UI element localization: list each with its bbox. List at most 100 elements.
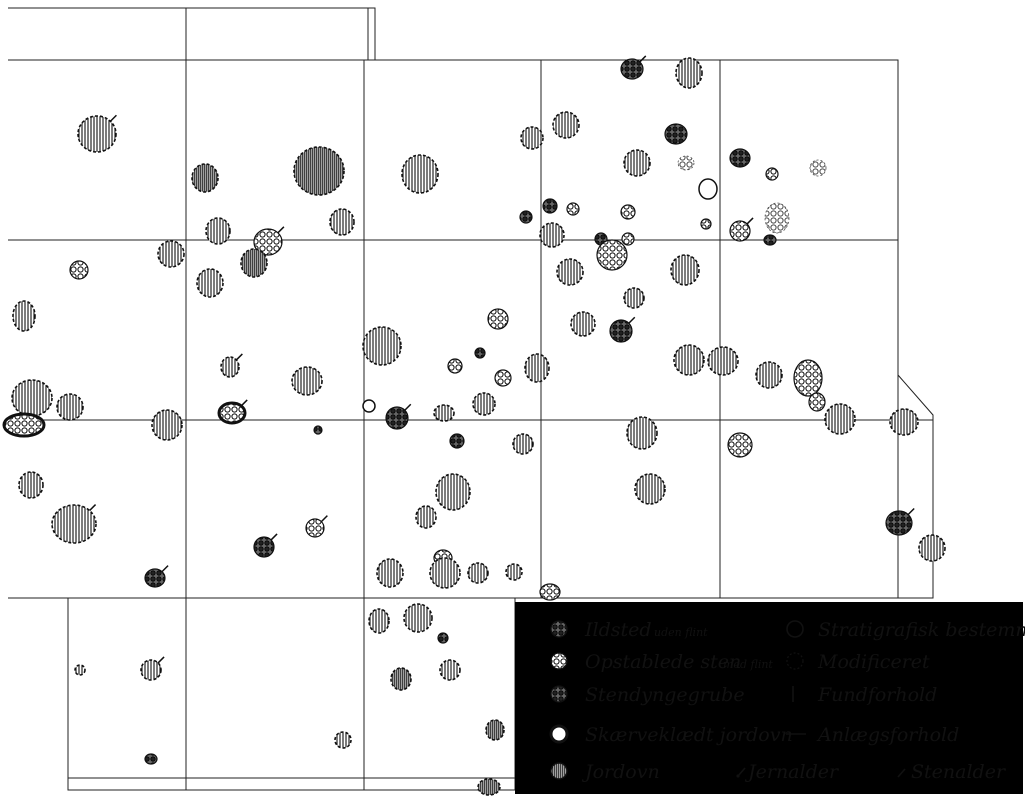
stone-cluster-feature [253,228,283,256]
ildsted-feature [763,234,777,246]
legend: Ildsted uden flint Stratigrafisk bestemm… [549,619,1025,783]
legend-anlaegsforhold-label: Anlægsforhold [816,724,959,746]
jordovn-feature [191,163,219,193]
jordovn-feature [157,240,185,268]
jordovn-feature [334,731,352,749]
stenalder-symbol-icon [897,768,906,778]
jordovn-feature [12,300,36,332]
jordovn-feature [472,392,496,416]
ildsted-feature [620,58,644,80]
jordovn-feature [755,361,783,389]
skaerveklaedt-feature [2,412,46,438]
jordovn-feature [291,366,323,396]
jordovn-feature [368,608,390,634]
jordovn-feature [51,504,97,544]
jordovn-feature [552,111,580,139]
stone-cluster-feature [539,583,561,601]
jordovn-feature [435,473,471,511]
ildsted-feature [253,536,275,558]
jernalder-marker-icon [320,515,328,523]
jordovn-feature [429,557,461,589]
jordovn-feature [520,126,544,150]
jordovn-feature [539,222,565,248]
ildsted-feature [144,568,166,588]
ildsted-feature [437,632,449,644]
ildsted-feature [664,123,688,145]
ildsted-feature [519,210,533,224]
legend-med-flint-label: med flint [723,658,773,671]
jordovn-feature [403,603,433,633]
jordovn-feature [467,562,489,584]
legend-stendynge-label: Stendyngegrube [585,684,745,706]
jordovn-feature [293,146,345,196]
stone-cluster-feature [305,518,325,538]
legend-fundforhold-label: Fundforhold [817,684,937,706]
modificeret-symbol-icon [786,652,804,670]
stone-cluster-feature [69,260,89,280]
jernalder-marker-icon [746,217,754,225]
ildsted-feature [385,406,409,430]
legend-jernalder-label: Jernalder [744,761,840,783]
jordovn-feature [675,57,703,89]
jordovn-feature [670,254,700,286]
ildsted-feature [885,510,913,536]
stone-cluster-feature [729,220,751,242]
jordovn-feature [673,344,705,376]
jordovn-feature [329,208,355,236]
legend-jordovn-label: Jordovn [581,761,660,783]
jernalder-marker-icon [161,565,169,573]
jordovn-symbol-icon [550,762,568,780]
jernalder-marker-icon [277,226,285,234]
stone-cluster-feature [793,359,823,397]
jordovn-feature [196,268,224,298]
feature-layer [2,55,946,796]
jordovn-feature [623,149,651,177]
stone-cluster-feature [494,369,512,387]
jordovn-feature [485,719,505,741]
stone-cluster-feature [487,308,509,330]
jordovn-feature [415,505,437,529]
legend-uden-flint-label: uden flint [654,626,708,639]
legend-skaerve-label: Skærveklædt jordovn [585,724,793,746]
jernalder-marker-icon [109,114,117,122]
ildsted-feature [313,425,323,435]
ildsted-feature [542,198,558,214]
stone-cluster-feature [808,392,826,412]
jernalder-symbol-icon [736,767,746,778]
jernalder-marker-icon [639,55,647,63]
jernalder-marker-icon [404,403,412,411]
site-grid [8,7,1023,794]
modificeret-feature [764,202,790,234]
jordovn-feature [433,404,455,422]
jordovn-feature [570,311,596,337]
ildsted-symbol-icon [550,620,568,638]
stratigrafisk-feature [698,178,718,200]
jordovn-feature [439,659,461,681]
stone-cluster-feature [620,204,636,220]
jordovn-feature [220,356,240,378]
jordovn-feature [556,258,584,286]
skaerveklaedt-feature [217,401,247,425]
stone-cluster-feature [727,432,753,458]
jordovn-feature [18,471,44,499]
jordovn-feature [477,778,501,796]
ildsted-feature [144,753,158,765]
modificeret-feature [677,155,695,171]
jordovn-feature [390,667,412,691]
stratigrafisk-symbol-icon [786,620,804,638]
legend-modificeret-label: Modificeret [817,651,930,673]
stone-cluster-feature [621,232,635,246]
jordovn-feature [505,563,523,581]
stone-cluster-feature [447,358,463,374]
opstablede-symbol-icon [550,652,568,670]
jordovn-feature [524,353,550,383]
jernalder-marker-icon [89,504,97,512]
jernalder-marker-icon [628,316,636,324]
skaerve-symbol-icon [549,724,569,744]
jordovn-feature [824,403,856,435]
jordovn-feature [707,346,739,376]
jordovn-feature [376,558,404,588]
jordovn-feature [401,154,439,194]
legend-ildsted-label: Ildsted [584,619,652,641]
